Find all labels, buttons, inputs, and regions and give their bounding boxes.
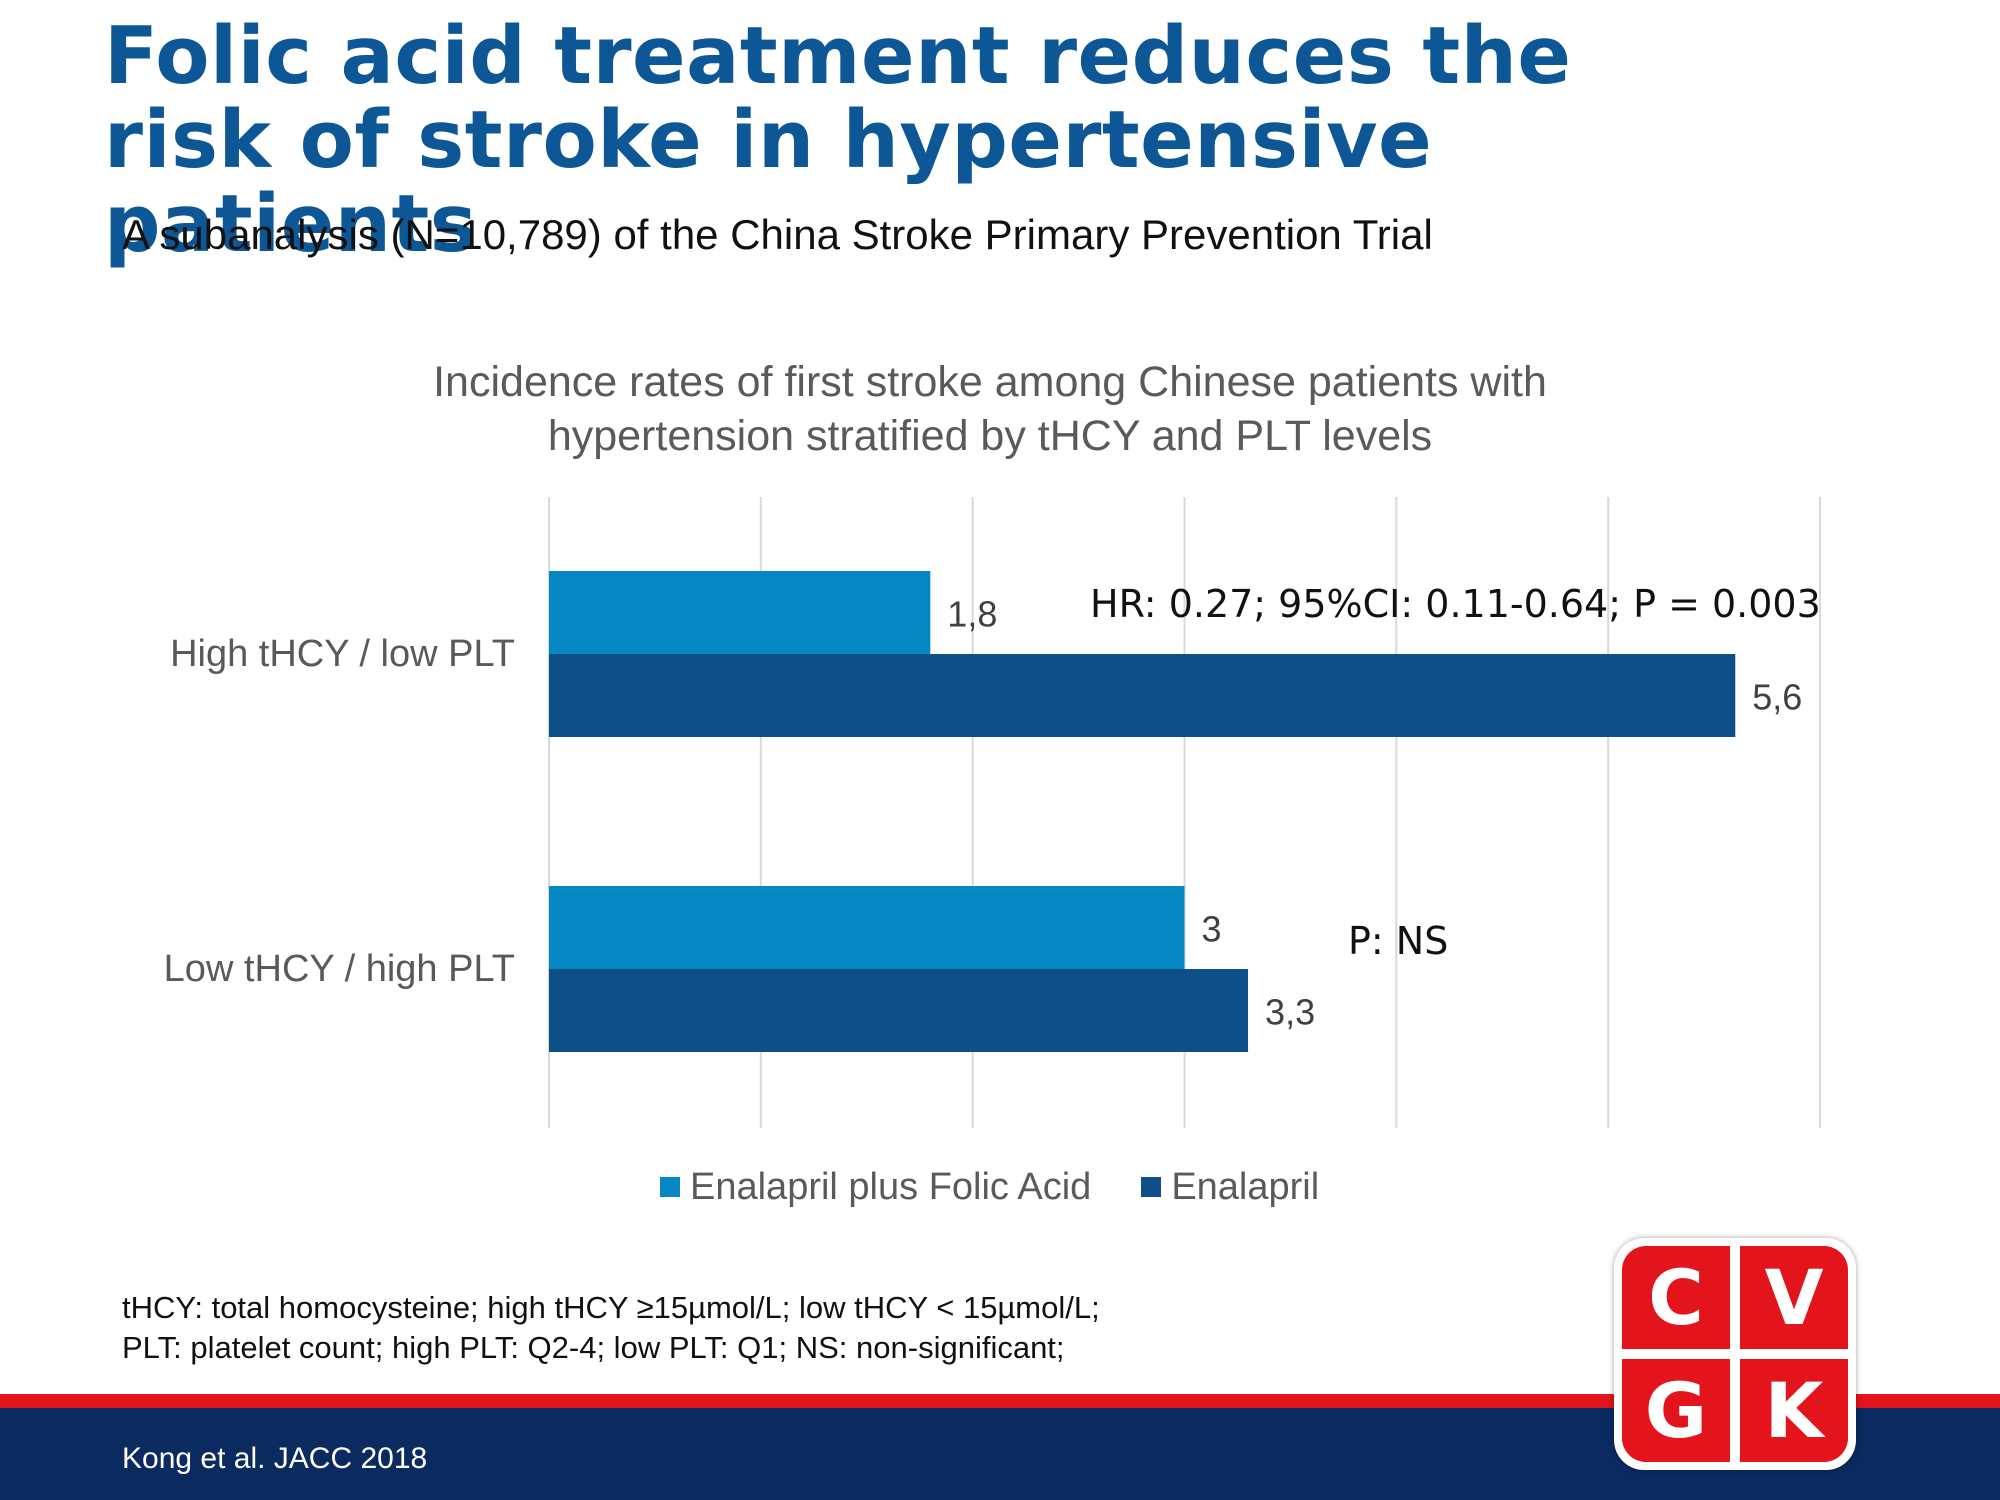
bar-1-0 <box>549 886 1185 969</box>
slide-subtitle: A subanalysis (N=10,789) of the China St… <box>122 211 1433 258</box>
data-label-0-0: 1,8 <box>947 594 997 635</box>
logo-letter-c: C <box>1622 1246 1730 1349</box>
legend-item-enalapril: Enalapril <box>1141 1166 1319 1209</box>
bar-0-0 <box>549 571 931 654</box>
chart-bars <box>549 571 1736 1052</box>
bar-0-1 <box>549 654 1736 737</box>
chart-labels: High tHCY / low PLT 1,8 5,6 Low tHCY / high… <box>164 582 1821 1033</box>
legend-label-enalapril: Enalapril <box>1171 1165 1320 1208</box>
legend-item-folic: Enalapril plus Folic Acid <box>660 1166 1091 1209</box>
footnote-line-2: PLT: platelet count; high PLT: Q2-4; low… <box>122 1330 1065 1365</box>
legend-swatch-enalapril <box>1141 1177 1162 1197</box>
logo-letter-g: G <box>1622 1359 1730 1462</box>
chart-title: Incidence rates of first stroke among Ch… <box>433 358 1547 460</box>
data-label-1-0: 3 <box>1202 909 1222 950</box>
citation: Kong et al. JACC 2018 <box>122 1442 428 1475</box>
bar-1-1 <box>549 969 1249 1052</box>
logo-letter-k: K <box>1740 1359 1848 1462</box>
cvgk-logo: C V G K <box>1614 1238 1856 1470</box>
footer-red-line <box>0 1394 2000 1408</box>
slide-title: Folic acid treatment reduces the risk of… <box>104 10 1572 270</box>
annotation-hr: HR: 0.27; 95%CI: 0.11-0.64; P = 0.003 <box>1090 582 1821 626</box>
data-label-0-1: 5,6 <box>1752 677 1802 718</box>
legend-label-folic: Enalapril plus Folic Acid <box>690 1165 1092 1208</box>
data-label-1-1: 3,3 <box>1265 992 1315 1033</box>
footnote: tHCY: total homocysteine; high tHCY ≥15µ… <box>122 1288 1100 1368</box>
chart-legend: Enalapril plus Folic Acid Enalapril <box>660 1162 1369 1212</box>
annotation-ns: P: NS <box>1348 919 1448 963</box>
category-label-1: Low tHCY / high PLT <box>164 948 515 990</box>
logo-grid: C V G K <box>1622 1246 1848 1462</box>
category-label-0: High tHCY / low PLT <box>170 633 515 675</box>
legend-swatch-folic <box>660 1177 680 1197</box>
footnote-line-1: tHCY: total homocysteine; high tHCY ≥15µ… <box>122 1290 1100 1325</box>
logo-letter-v: V <box>1740 1246 1848 1349</box>
